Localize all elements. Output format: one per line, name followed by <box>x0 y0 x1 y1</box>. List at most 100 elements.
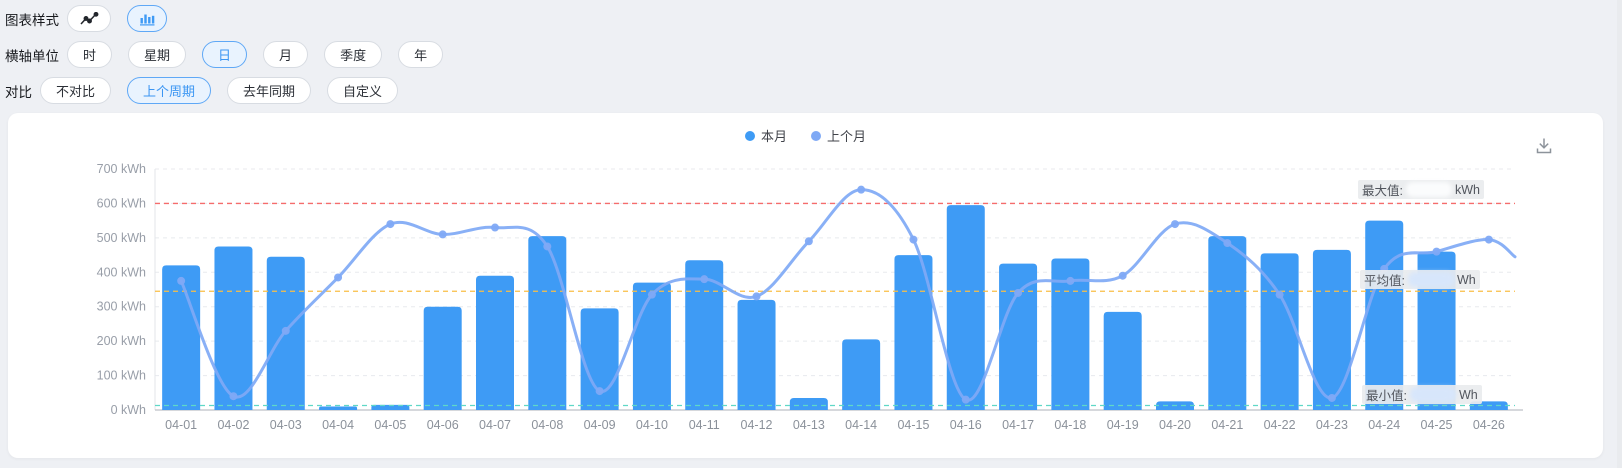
axis-unit-option-4[interactable]: 季度 <box>324 41 383 68</box>
line-point-04-25[interactable] <box>1432 247 1441 256</box>
axis-unit-label: 横轴单位 <box>5 48 59 64</box>
compare-label: 对比 <box>5 84 32 100</box>
bar-04-11[interactable] <box>685 260 724 410</box>
chart-controls: 图表样式 横轴单位 时星期日月季度年 对比 不对比 上个周期 去年同期 自定义 <box>0 0 1622 104</box>
line-point-04-20[interactable] <box>1171 220 1179 229</box>
bar-04-19[interactable] <box>1103 311 1142 410</box>
line-point-04-19[interactable] <box>1118 271 1127 280</box>
chart-style-bar-chart-button[interactable] <box>127 5 167 32</box>
y-tick-label: 600 kWh <box>97 196 146 210</box>
line-point-04-18[interactable] <box>1066 276 1075 285</box>
chart-style-line-chart-button[interactable] <box>67 5 111 32</box>
x-tick-label: 04-21 <box>1211 418 1243 432</box>
line-point-04-14[interactable] <box>857 185 866 194</box>
avg-value-redacted <box>1407 272 1454 287</box>
y-tick-label: 500 kWh <box>97 231 146 245</box>
line-point-04-01[interactable] <box>177 276 186 285</box>
x-tick-label: 04-10 <box>636 418 668 432</box>
y-tick-label: 100 kWh <box>97 369 146 383</box>
line-point-04-11[interactable] <box>700 275 709 284</box>
min-value-unit: Wh <box>1458 387 1478 402</box>
compare-option-3[interactable]: 自定义 <box>327 77 399 104</box>
line-point-04-16[interactable] <box>961 395 970 404</box>
bar-04-01[interactable] <box>162 265 201 410</box>
bar-04-24[interactable] <box>1365 220 1404 410</box>
bar-04-08[interactable] <box>528 236 567 410</box>
bar-04-18[interactable] <box>1051 258 1090 410</box>
bar-04-15[interactable] <box>894 255 933 410</box>
bar-04-21[interactable] <box>1208 236 1247 410</box>
axis-unit-option-2[interactable]: 日 <box>202 41 248 68</box>
bar-04-23[interactable] <box>1312 249 1351 410</box>
x-tick-label: 04-20 <box>1159 418 1191 432</box>
bar-04-09[interactable] <box>580 308 619 410</box>
axis-unit-row: 横轴单位 时星期日月季度年 <box>5 41 1622 68</box>
x-tick-label: 04-07 <box>479 418 511 432</box>
line-point-04-15[interactable] <box>909 235 918 244</box>
compare-row: 对比 不对比 上个周期 去年同期 自定义 <box>5 77 1622 104</box>
legend-item-上个月[interactable]: 上个月 <box>811 126 866 145</box>
axis-unit-option-3[interactable]: 月 <box>263 41 309 68</box>
min-value-redacted <box>1409 387 1456 402</box>
chart-style-label: 图表样式 <box>5 12 59 28</box>
min-value-annotation: 最小值: Wh <box>1362 385 1482 404</box>
line-chart-icon <box>79 11 99 26</box>
bar-04-22[interactable] <box>1260 253 1299 410</box>
bar-04-04[interactable] <box>319 406 358 410</box>
line-point-04-23[interactable] <box>1327 393 1336 402</box>
max-value-redacted <box>1405 182 1452 197</box>
download-icon <box>1536 138 1552 154</box>
x-tick-label: 04-03 <box>270 418 302 432</box>
legend-dot <box>744 130 755 141</box>
line-point-04-08[interactable] <box>543 242 552 251</box>
line-point-04-22[interactable] <box>1275 290 1284 299</box>
line-point-04-07[interactable] <box>491 223 499 232</box>
max-value-label: 最大值: <box>1362 184 1403 198</box>
bar-line-chart[interactable]: 0 kWh 100 kWh 200 kWh 300 kWh 400 kWh 500 kWh… <box>8 153 1603 453</box>
x-tick-label: 04-15 <box>897 418 929 432</box>
line-point-04-05[interactable] <box>386 220 395 229</box>
line-point-04-21[interactable] <box>1223 239 1232 248</box>
axis-unit-option-5[interactable]: 年 <box>398 41 444 68</box>
line-point-04-10[interactable] <box>647 290 656 299</box>
x-tick-label: 04-22 <box>1264 418 1296 432</box>
line-point-04-13[interactable] <box>804 237 813 246</box>
x-tick-label: 04-11 <box>689 418 720 432</box>
compare-option-1[interactable]: 上个周期 <box>127 77 212 104</box>
legend-item-本月[interactable]: 本月 <box>744 126 787 145</box>
line-point-04-12[interactable] <box>752 292 761 301</box>
line-point-04-02[interactable] <box>229 392 238 401</box>
compare-option-2[interactable]: 去年同期 <box>227 77 312 104</box>
bar-04-07[interactable] <box>476 275 514 410</box>
axis-unit-option-1[interactable]: 星期 <box>128 41 187 68</box>
scrollbar-track[interactable] <box>1617 0 1622 468</box>
bar-04-06[interactable] <box>423 306 462 410</box>
x-tick-label: 04-08 <box>531 418 563 432</box>
y-tick-label: 700 kWh <box>97 162 146 176</box>
line-point-04-26[interactable] <box>1484 235 1493 244</box>
x-tick-label: 04-18 <box>1054 418 1086 432</box>
bar-04-02[interactable] <box>214 246 253 410</box>
line-point-04-06[interactable] <box>438 230 447 239</box>
x-tick-label: 04-13 <box>793 418 825 432</box>
line-point-04-09[interactable] <box>595 387 604 396</box>
bar-04-17[interactable] <box>999 263 1038 410</box>
bar-04-14[interactable] <box>842 339 881 410</box>
bar-04-13[interactable] <box>789 397 828 410</box>
avg-value-label: 平均值: <box>1364 274 1405 288</box>
download-button[interactable] <box>1533 135 1555 157</box>
bar-04-16[interactable] <box>946 205 985 410</box>
compare-option-0[interactable]: 不对比 <box>40 77 112 104</box>
x-tick-label: 04-16 <box>950 418 982 432</box>
chart-area: 0 kWh 100 kWh 200 kWh 300 kWh 400 kWh 500 kWh… <box>8 153 1603 453</box>
line-point-04-04[interactable] <box>334 273 343 282</box>
line-point-04-03[interactable] <box>281 326 290 335</box>
bar-04-12[interactable] <box>737 299 776 410</box>
bar-04-10[interactable] <box>632 282 671 410</box>
avg-value-annotation: 平均值: Wh <box>1360 270 1480 289</box>
x-tick-label: 04-26 <box>1473 418 1505 432</box>
line-point-04-17[interactable] <box>1014 288 1023 297</box>
y-tick-label: 400 kWh <box>97 265 146 279</box>
axis-unit-option-0[interactable]: 时 <box>67 41 113 68</box>
x-tick-label: 04-01 <box>165 418 197 432</box>
